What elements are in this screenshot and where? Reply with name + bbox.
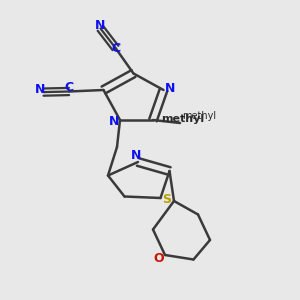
- Text: C: C: [64, 81, 74, 94]
- Text: N: N: [131, 149, 142, 162]
- Text: O: O: [153, 251, 164, 265]
- Text: methyl: methyl: [161, 114, 205, 124]
- Text: C: C: [112, 41, 121, 55]
- Text: N: N: [165, 82, 175, 95]
- Text: N: N: [35, 82, 46, 96]
- Text: N: N: [95, 19, 106, 32]
- Text: S: S: [163, 193, 172, 206]
- Text: N: N: [109, 115, 119, 128]
- Text: methyl: methyl: [182, 111, 217, 121]
